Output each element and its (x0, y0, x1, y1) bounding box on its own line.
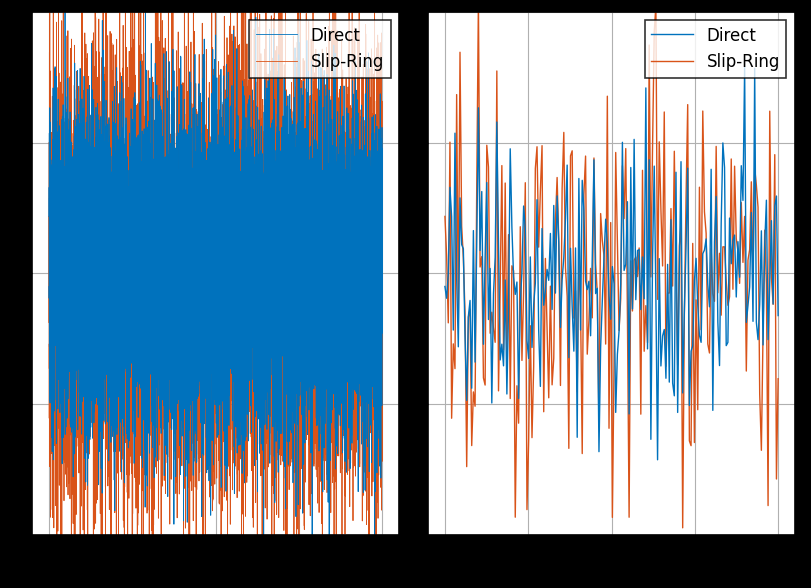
Slip-Ring (453, 315, 463, 322)
Direct (773, 312, 783, 319)
Direct (324, 565, 334, 572)
Slip-Ring (474, 0, 483, 4)
Slip-Ring (678, 524, 688, 532)
Slip-Ring (748, 268, 757, 275)
Slip-Ring (360, 125, 370, 132)
Direct (760, 240, 770, 248)
Line: Slip-Ring: Slip-Ring (445, 0, 778, 528)
Direct (60, 0, 70, 6)
Direct (453, 343, 463, 350)
Direct (58, 252, 68, 259)
Slip-Ring (760, 226, 770, 233)
Slip-Ring (460, 309, 470, 316)
Slip-Ring (64, 313, 74, 320)
Direct (377, 329, 387, 336)
Legend: Direct, Slip-Ring: Direct, Slip-Ring (249, 20, 391, 78)
Slip-Ring (773, 375, 783, 382)
Legend: Direct, Slip-Ring: Direct, Slip-Ring (645, 20, 787, 78)
Direct (45, 300, 55, 308)
Direct (360, 195, 370, 202)
Direct (740, 63, 749, 70)
Slip-Ring (45, 213, 54, 220)
Slip-Ring (504, 231, 513, 238)
Direct (440, 283, 450, 290)
Slip-Ring (440, 213, 450, 220)
Direct (64, 229, 74, 236)
Slip-Ring (109, 288, 119, 295)
Slip-Ring (45, 223, 55, 230)
Direct (502, 390, 512, 397)
Direct (460, 333, 470, 340)
Direct (45, 283, 54, 290)
Slip-Ring (377, 256, 387, 263)
Direct (748, 318, 757, 325)
Line: Direct: Direct (445, 66, 778, 460)
Slip-Ring (530, 165, 540, 172)
Line: Direct: Direct (49, 3, 382, 569)
Slip-Ring (58, 333, 68, 340)
Direct (529, 301, 539, 308)
Direct (653, 456, 663, 463)
Slip-Ring (207, 44, 217, 51)
Line: Slip-Ring: Slip-Ring (49, 0, 382, 588)
Direct (109, 253, 119, 260)
Direct (207, 267, 217, 274)
